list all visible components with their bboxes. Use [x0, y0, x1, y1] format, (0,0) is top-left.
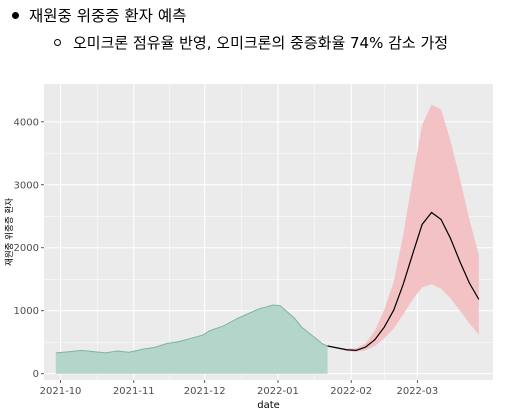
x-tick-label: 2022-03 [396, 386, 438, 397]
y-axis-label: 재원중 위중증 환자 [4, 198, 15, 266]
forecast-line [327, 211, 480, 352]
sub-bullet: 오미크론 점유율 반영, 오미크론의 중증화율 74% 감소 가정 [54, 32, 448, 53]
y-tick-label: 1000 [14, 306, 39, 317]
observed-line [55, 304, 328, 354]
observed-area [55, 305, 328, 374]
x-tick-label: 2021-12 [184, 386, 226, 397]
sub-bullet-text: 오미크론 점유율 반영, 오미크론의 중증화율 74% 감소 가정 [73, 34, 449, 52]
x-tick-label: 2021-11 [113, 386, 155, 397]
x-tick-label: 2022-02 [330, 386, 372, 397]
chart-marks [55, 104, 480, 374]
forecast-chart: 0 1000 2000 3000 4000 2021-10 2021-11 2021-12 20… [4, 84, 493, 411]
x-tick-label: 2021-10 [40, 386, 82, 397]
hollow-bullet-icon [54, 39, 61, 46]
slide-heading: 재원중 위중증 환자 예측 오미크론 점유율 반영, 오미크론의 중증화율 74… [0, 0, 505, 62]
y-tick-label: 3000 [14, 180, 39, 191]
y-tick-label: 4000 [14, 117, 39, 128]
y-tick-label: 2000 [14, 243, 39, 254]
chart-axes: 0 1000 2000 3000 4000 2021-10 2021-11 2021-12 20… [14, 117, 439, 397]
filled-bullet-icon [12, 11, 19, 19]
x-axis-label: date [257, 400, 280, 411]
forecast-interval-band [327, 104, 479, 352]
main-bullet-text: 재원중 위중증 환자 예측 [29, 7, 187, 25]
y-tick-label: 0 [33, 369, 39, 380]
x-tick-label: 2022-01 [257, 386, 299, 397]
main-bullet: 재원중 위중증 환자 예측 [12, 4, 186, 26]
